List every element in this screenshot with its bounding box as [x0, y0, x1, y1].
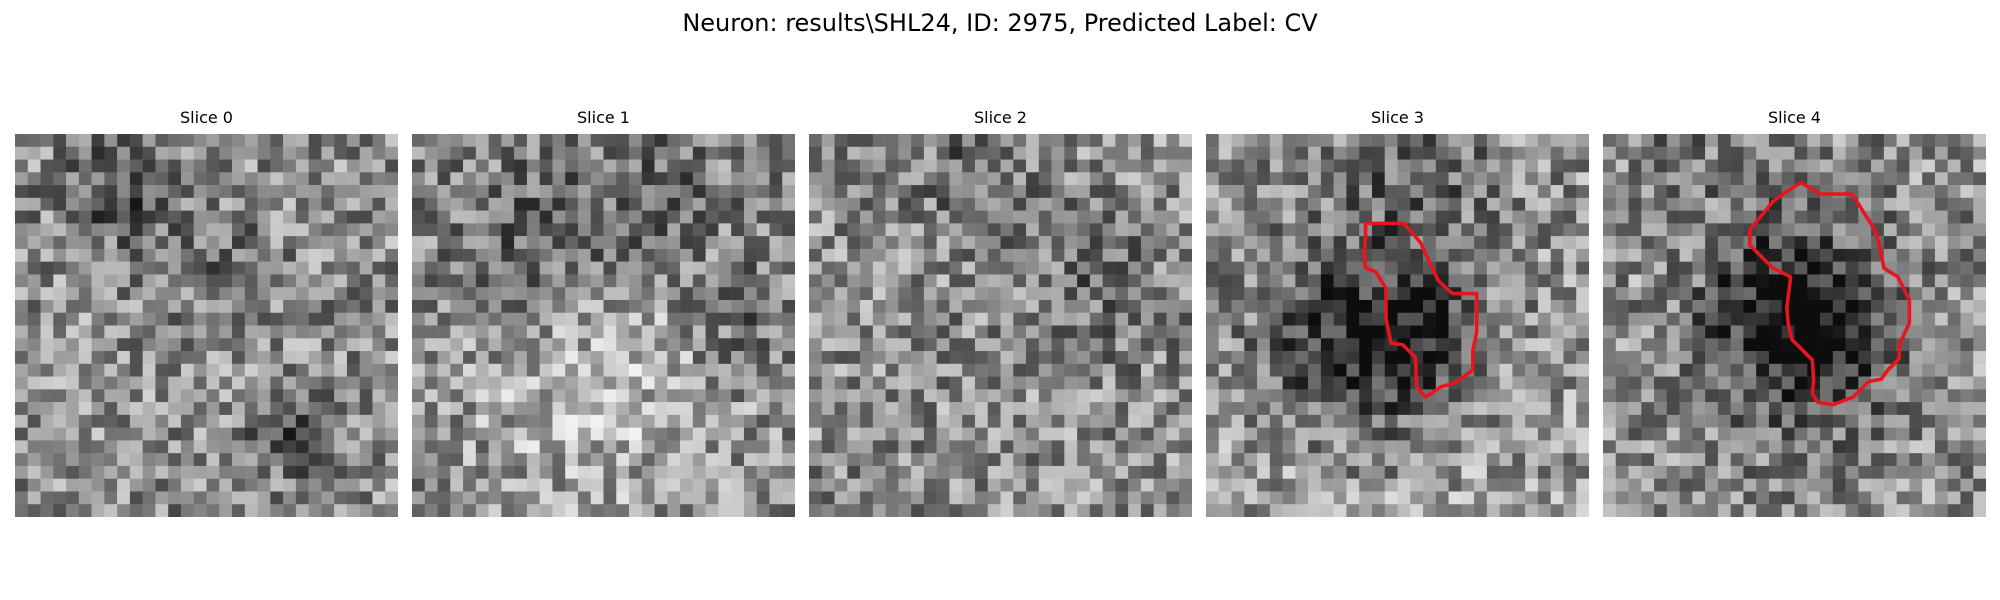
noise-pixels — [1206, 134, 1589, 517]
slice-title-0: Slice 0 — [180, 108, 233, 127]
slice-title-3: Slice 3 — [1371, 108, 1424, 127]
slice-image-0 — [15, 134, 398, 517]
figure-title: Neuron: results\SHL24, ID: 2975, Predict… — [682, 9, 1318, 37]
slice-title-2: Slice 2 — [974, 108, 1027, 127]
slice-image-2 — [809, 134, 1192, 517]
roi-contour — [1748, 180, 1912, 407]
slice-panel-3: Slice 3 — [1206, 108, 1589, 518]
noise-pixels — [15, 134, 398, 517]
slice-image-3 — [1206, 134, 1589, 517]
slice-title-4: Slice 4 — [1768, 108, 1821, 127]
slice-panel-1: Slice 1 — [412, 108, 795, 518]
slice-panel-0: Slice 0 — [15, 108, 398, 518]
noise-pixels — [1603, 134, 1986, 517]
noise-pixels — [809, 134, 1192, 517]
roi-contour — [1362, 221, 1479, 399]
slice-image-1 — [412, 134, 795, 517]
slice-title-1: Slice 1 — [577, 108, 630, 127]
noise-pixels — [412, 134, 795, 517]
slice-image-4 — [1603, 134, 1986, 517]
slice-panel-2: Slice 2 — [809, 108, 1192, 518]
slice-panel-4: Slice 4 — [1603, 108, 1986, 518]
